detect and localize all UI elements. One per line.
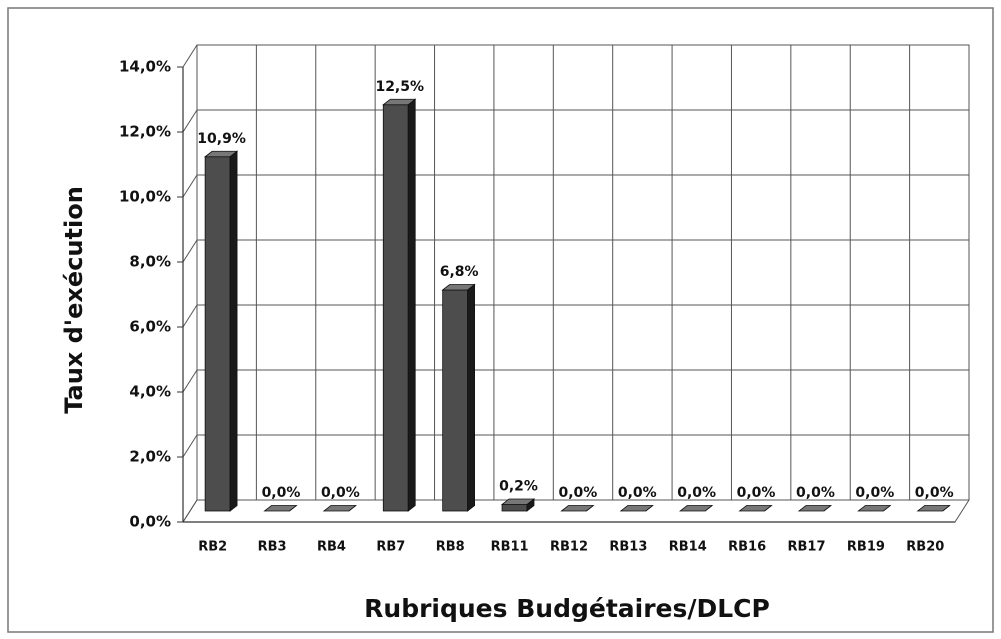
x-tick-label: RB16 (728, 540, 766, 555)
x-tick-label: RB7 (376, 540, 405, 555)
bar-top (441, 284, 476, 291)
bar-front (501, 504, 528, 512)
x-tick-label: RB11 (491, 540, 529, 555)
value-label: 0,0% (618, 485, 657, 501)
bar-top (797, 505, 833, 512)
bar-side (467, 283, 476, 512)
value-label: 0,0% (855, 485, 894, 501)
grid-line (182, 369, 969, 393)
y-tick-label: 6,0% (129, 318, 171, 336)
value-label: 0,0% (915, 485, 954, 501)
y-tick-label: 10,0% (119, 188, 171, 206)
value-label: 0,0% (321, 485, 360, 501)
value-label: 0,0% (677, 485, 716, 501)
x-tick-label: RB14 (669, 540, 707, 555)
back-wall (196, 44, 970, 501)
bar-front (204, 156, 231, 512)
bar-front (442, 289, 469, 512)
y-tick-label: 14,0% (119, 58, 171, 76)
bar-side (407, 98, 416, 512)
bar-top (203, 150, 239, 158)
y-tick-label: 8,0% (129, 253, 171, 271)
bar-top (500, 498, 536, 505)
value-label: 6,8% (440, 264, 479, 280)
y-tick-label: 4,0% (129, 383, 171, 401)
bar-top (857, 505, 892, 512)
x-tick-label: RB19 (847, 540, 885, 555)
x-tick-label: RB12 (550, 540, 588, 555)
value-label: 0,0% (796, 485, 835, 501)
grid-line (182, 434, 969, 458)
bar-top (619, 505, 654, 512)
grid-line (182, 304, 969, 328)
value-label: 0,2% (499, 479, 538, 495)
bar-top (263, 505, 298, 512)
x-tick-label: RB13 (609, 540, 647, 555)
bar-top (916, 505, 951, 512)
x-tick-label: RB4 (317, 540, 346, 555)
bar-top (560, 505, 595, 512)
value-label: 0,0% (737, 485, 776, 501)
x-tick-label: RB3 (258, 540, 287, 555)
grid-line (182, 44, 969, 68)
x-tick-label: RB8 (436, 540, 465, 555)
value-label: 12,5% (375, 79, 424, 95)
value-label: 0,0% (262, 485, 301, 501)
x-tick-label: RB17 (788, 540, 826, 555)
y-tick-label: 0,0% (129, 513, 171, 531)
y-tick-label: 2,0% (129, 448, 171, 466)
bar-top (679, 505, 714, 512)
bar-top (738, 505, 773, 512)
y-axis-title: Taux d'exécution (60, 186, 88, 414)
x-axis-title: Rubriques Budgétaires/DLCP (364, 594, 770, 623)
value-label: 10,9% (197, 131, 246, 147)
grid-line (182, 499, 969, 523)
grid-line (182, 109, 969, 133)
bar-side (229, 150, 238, 512)
bar-top (322, 505, 357, 512)
x-tick-label: RB20 (906, 540, 944, 555)
value-label: 0,0% (558, 485, 597, 501)
bar-front (382, 104, 409, 512)
bar-top (382, 98, 417, 106)
y-tick-label: 12,0% (119, 123, 171, 141)
grid-line (182, 239, 969, 263)
x-tick-label: RB2 (198, 540, 227, 555)
grid-line (182, 174, 969, 198)
